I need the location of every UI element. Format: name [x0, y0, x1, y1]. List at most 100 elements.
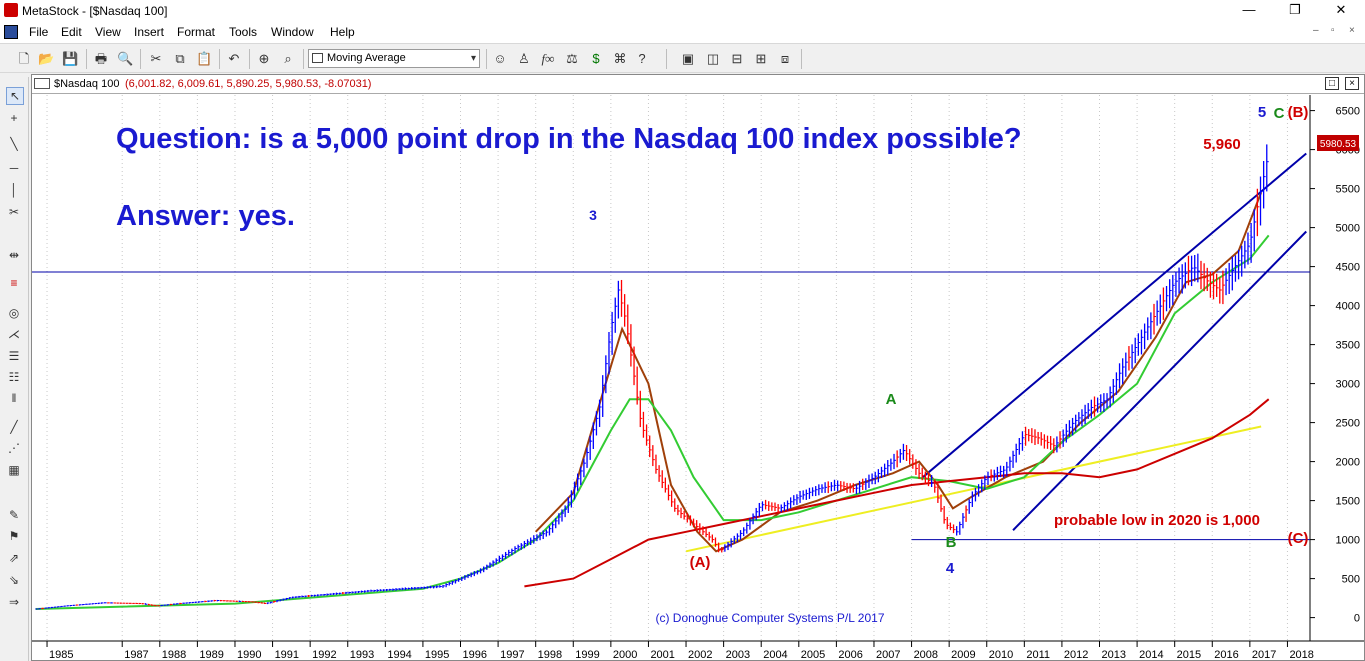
vertical-line-icon[interactable]: │: [10, 183, 18, 197]
sell-arrow-icon[interactable]: ⇘: [8, 573, 20, 587]
mdi-minimize-button[interactable]: –: [1313, 25, 1319, 36]
y-tick-label: 3000: [1336, 379, 1360, 391]
x-tick-label: 1987: [124, 649, 148, 661]
drawing-toolbar: ↖ + ╲ ─ │ ✂ ⇹ ≡ ◎ ⋌ ☰ ☷ ‖ ╱ ⋰ ▦ ✎ ⚑ ⇗ ⇘ …: [0, 77, 29, 661]
quadrant-lines-icon[interactable]: ☷: [8, 370, 20, 384]
raff-channel-icon[interactable]: ╱: [10, 420, 18, 434]
text-tool-icon[interactable]: ✎: [8, 508, 20, 522]
x-tick-label: 2004: [763, 649, 787, 661]
cut-icon[interactable]: ✂: [150, 51, 162, 66]
copyright-label: (c) Donoghue Computer Systems P/L 2017: [655, 611, 884, 625]
scissors-tool-icon[interactable]: ✂: [8, 205, 20, 219]
menu-file[interactable]: File: [29, 25, 49, 39]
cycle-lines-icon[interactable]: ‖: [11, 391, 17, 405]
open-icon[interactable]: 📂: [38, 51, 55, 66]
y-tick-label: 0: [1354, 613, 1360, 625]
last-price-badge: [1317, 135, 1359, 151]
menu-tools[interactable]: Tools: [229, 25, 258, 39]
fibonacci-fan-icon[interactable]: ⋌: [8, 327, 20, 341]
crosshair-icon[interactable]: ⊕: [258, 51, 270, 66]
chevron-down-icon[interactable]: ▾: [470, 53, 476, 64]
fibonacci-arcs-icon[interactable]: ◎: [8, 306, 20, 320]
x-tick-label: 2011: [1026, 649, 1050, 661]
mdi-restore-button[interactable]: ▫: [1331, 25, 1335, 36]
arrange-icon[interactable]: ⧈: [780, 51, 790, 66]
y-tick-label: 1000: [1336, 535, 1360, 547]
menu-format[interactable]: Format: [177, 25, 216, 39]
ohlc-values: (6,001.82, 6,009.61, 5,890.25, 5,980.53,…: [125, 78, 372, 90]
binoculars-icon[interactable]: ⌘: [613, 51, 627, 66]
new-icon[interactable]: 🗋: [18, 51, 30, 66]
expert-icon[interactable]: ☺: [493, 51, 507, 66]
tile-horizontal-icon[interactable]: ⊟: [731, 51, 743, 66]
system-tester-icon[interactable]: ⚖: [566, 51, 578, 66]
buy-arrow-icon[interactable]: ⇗: [8, 551, 20, 565]
support-trendline: [685, 425, 1262, 553]
undo-icon[interactable]: ↶: [228, 51, 240, 66]
chart-maximize-button[interactable]: □: [1325, 77, 1339, 90]
x-tick-label: 2001: [650, 649, 674, 661]
x-tick-label: 1996: [463, 649, 487, 661]
menu-help[interactable]: Help: [330, 25, 355, 39]
gann-fan-icon[interactable]: ⋰: [8, 441, 20, 455]
ma-line-ma-long: [524, 398, 1270, 588]
zoom-icon[interactable]: ⌕: [284, 51, 292, 66]
channel-tool-icon[interactable]: ⇹: [8, 248, 20, 262]
horizontal-line-icon[interactable]: ─: [9, 161, 19, 175]
copy-icon[interactable]: ⧉: [175, 51, 185, 66]
fibonacci-retracement-icon[interactable]: ☰: [8, 349, 20, 363]
security-name: $Nasdaq 100: [54, 78, 120, 90]
chart-title-bar: $Nasdaq 100 (6,001.82, 6,009.61, 5,890.2…: [32, 75, 1364, 94]
maximize-button[interactable]: ❐: [1289, 2, 1301, 17]
menu-view[interactable]: View: [95, 25, 121, 39]
help-icon[interactable]: ?: [638, 51, 646, 66]
symbol-tool-icon[interactable]: ⚑: [8, 529, 20, 543]
y-tick-label: 1500: [1336, 496, 1360, 508]
menu-insert[interactable]: Insert: [134, 25, 165, 39]
print-preview-icon[interactable]: 🔍: [117, 51, 134, 66]
x-tick-label: 2010: [989, 649, 1013, 661]
chart-window[interactable]: $Nasdaq 100 (6,001.82, 6,009.61, 5,890.2…: [31, 74, 1365, 661]
x-axis: 1985 1987 1988 1989 1990 1991 1992 1993 1994 1995…: [46, 641, 1314, 661]
crosshair-tool-icon[interactable]: +: [10, 111, 18, 125]
nasdaq-chart[interactable]: 0 500 1000 1500 2000 2500 3000 3500 4000 4500 5000…: [32, 95, 1364, 661]
exit-arrow-icon[interactable]: ⇒: [8, 595, 20, 609]
peak-label: 5,960: [1203, 136, 1241, 153]
window-title: MetaStock - [$Nasdaq 100]: [22, 4, 168, 18]
explorer-icon[interactable]: ♙: [518, 51, 530, 66]
menu-edit[interactable]: Edit: [61, 25, 82, 39]
mdi-close-button[interactable]: ×: [1349, 25, 1355, 36]
ma-line-ma-short: [534, 192, 1263, 553]
tile-grid-icon[interactable]: ⊞: [755, 51, 767, 66]
wave-label-3: 3: [589, 207, 597, 223]
wave-label-A: A: [886, 391, 897, 408]
channel-line: [922, 152, 1307, 478]
x-tick-label: 2008: [914, 649, 938, 661]
grid-lines: [46, 95, 1288, 641]
menu-window[interactable]: Window: [271, 25, 314, 39]
probable-low-label: probable low in 2020 is 1,000: [1054, 512, 1260, 529]
trendline-tool-icon[interactable]: ╲: [10, 137, 18, 151]
dollar-icon[interactable]: $: [592, 51, 600, 66]
save-icon[interactable]: 💾: [62, 51, 79, 66]
print-icon[interactable]: 🖶: [94, 51, 108, 66]
metastock-app-icon[interactable]: [4, 3, 18, 17]
minimize-button[interactable]: —: [1242, 2, 1256, 17]
wave-label-B: B: [946, 534, 957, 551]
indicator-select[interactable]: Moving Average ▾: [308, 49, 480, 68]
chart-close-button[interactable]: ×: [1345, 77, 1359, 90]
x-tick-label: 2009: [951, 649, 975, 661]
gann-grid-icon[interactable]: ▦: [8, 463, 20, 477]
close-button[interactable]: ✕: [1335, 2, 1347, 17]
x-tick-label: 1995: [425, 649, 449, 661]
x-tick-label: 1994: [387, 649, 411, 661]
pointer-icon[interactable]: ↖: [6, 87, 24, 105]
tile-vertical-icon[interactable]: ◫: [706, 51, 720, 66]
speed-lines-icon[interactable]: ≡: [10, 276, 18, 290]
cascade-icon[interactable]: ▣: [681, 51, 695, 66]
last-price-label: 5980.53: [1320, 139, 1357, 150]
paste-icon[interactable]: 📋: [196, 51, 213, 66]
formula-icon[interactable]: f∞: [541, 51, 555, 66]
document-icon[interactable]: [4, 25, 18, 39]
y-tick-label: 6500: [1336, 106, 1360, 118]
